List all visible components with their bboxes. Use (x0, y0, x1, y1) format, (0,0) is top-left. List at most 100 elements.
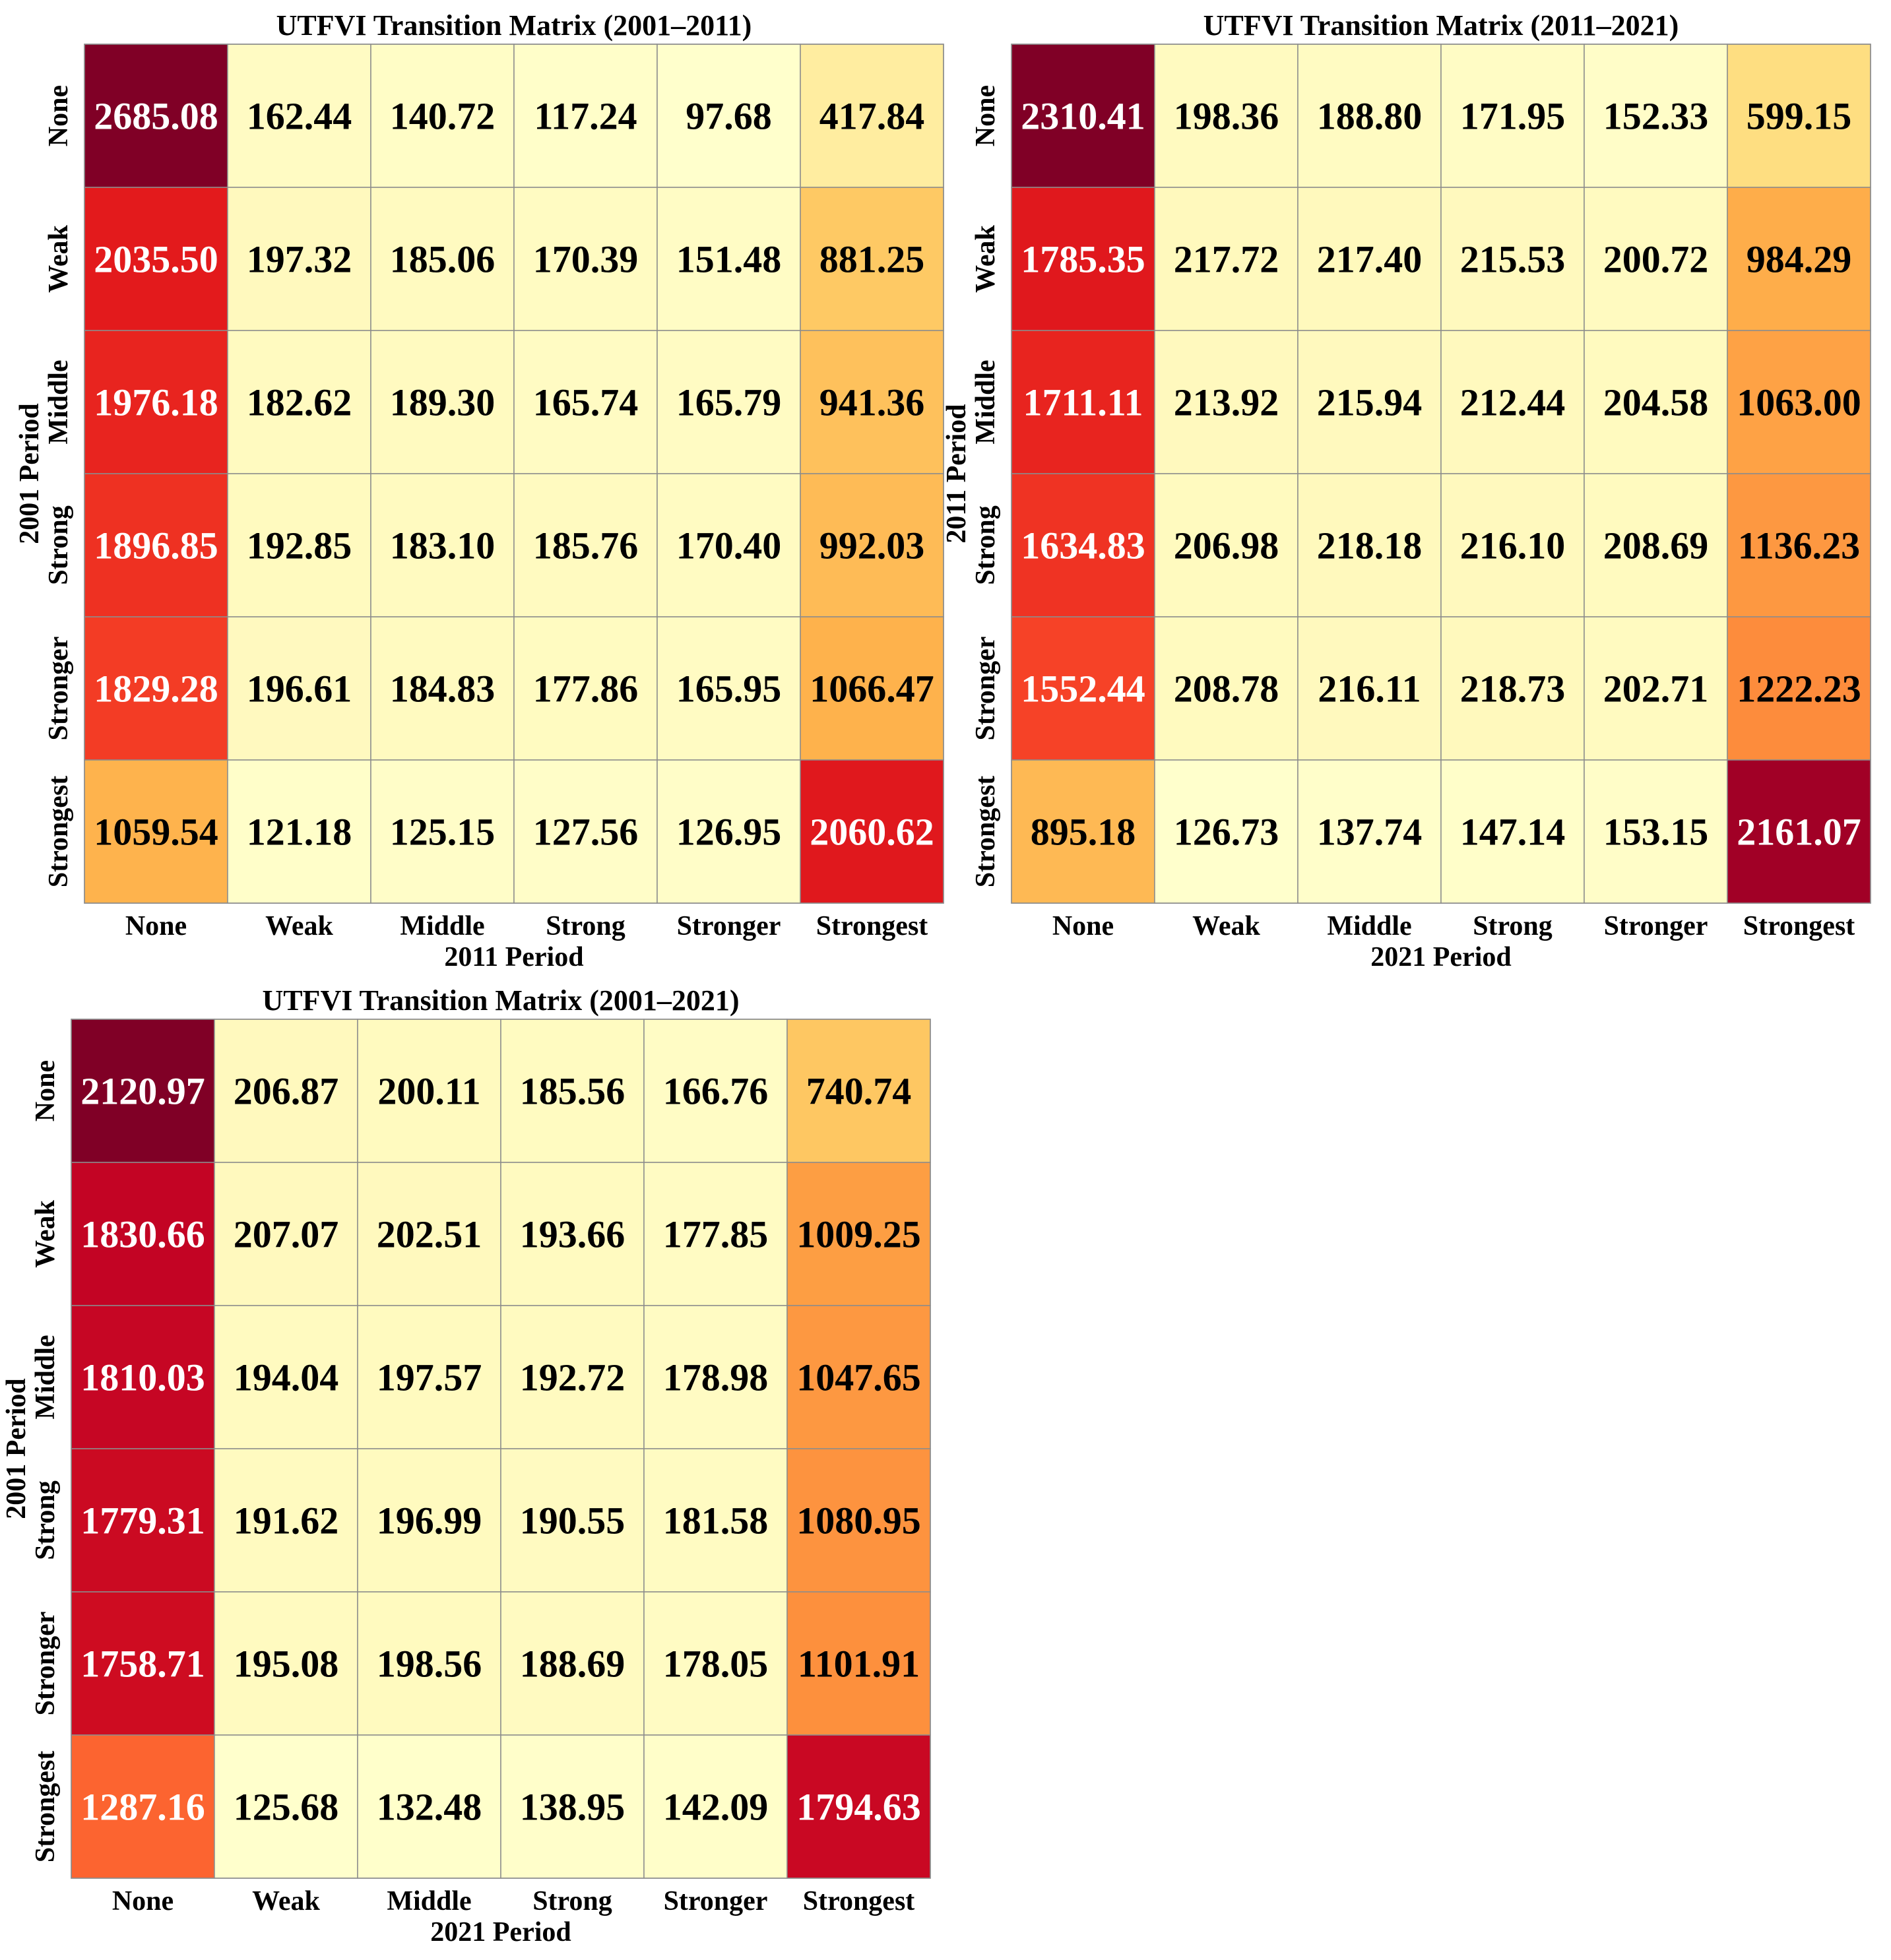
cell-value-label: 1830.66 (80, 1213, 205, 1256)
x-axis-label: 2021 Period (1370, 942, 1511, 972)
cell-value-label: 204.58 (1603, 381, 1709, 424)
heatmap-cell (84, 759, 228, 904)
cell-value-label: 162.44 (247, 95, 352, 138)
heatmap-cell (643, 1734, 788, 1879)
cell-value-label: 1976.18 (94, 381, 218, 424)
heatmap-cell (513, 616, 658, 761)
heatmap-cell (657, 330, 801, 474)
cell-value-label: 217.40 (1317, 238, 1423, 281)
cell-value-label: 170.40 (676, 524, 782, 567)
cell-value-label: 140.72 (390, 95, 496, 138)
heatmap-cell (1297, 44, 1442, 188)
cell-value-label: 126.73 (1174, 811, 1279, 854)
heatmap-cell (1297, 330, 1442, 474)
heatmap-cell (513, 187, 658, 331)
heatmap-cell (657, 616, 801, 761)
cell-value-label: 740.74 (806, 1070, 912, 1113)
cell-value-label: 1794.63 (796, 1786, 921, 1829)
y-axis-label: 2011 Period (942, 404, 972, 543)
heatmap-cell (1584, 330, 1728, 474)
heatmap-cell (786, 1734, 931, 1879)
cell-value-label: 206.98 (1174, 524, 1279, 567)
heatmap-cell (500, 1734, 645, 1879)
cell-value-label: 193.66 (520, 1213, 625, 1256)
heatmap-panel-2: 2310.41 198.36 188.80 171.95 152.33 599.15 178… (942, 9, 1871, 972)
heatmap-cell (71, 1305, 215, 1449)
heatmap-panel-1: 2685.08 162.44 140.72 117.24 97.68 417.84 2035… (15, 9, 944, 972)
y-tick-label: Middle (971, 360, 1001, 444)
heatmap-cell (1727, 616, 1871, 761)
cell-value-label: 216.10 (1460, 524, 1566, 567)
heatmap-cell (643, 1305, 788, 1449)
cell-value-label: 97.68 (686, 95, 772, 138)
heatmap-cell (370, 473, 515, 617)
cell-value-label: 1222.23 (1737, 668, 1861, 711)
y-tick-label: Strong (44, 505, 74, 585)
y-tick-label: Strongest (971, 776, 1001, 888)
x-tick-label: Weak (265, 911, 333, 941)
heatmap-frame (84, 44, 944, 904)
cell-value-label: 142.09 (663, 1786, 769, 1829)
x-tick-label: Strong (546, 911, 625, 941)
heatmap-cell (800, 759, 944, 904)
cell-value-label: 185.76 (533, 524, 639, 567)
cell-value-label: 147.14 (1460, 811, 1566, 854)
cell-value-label: 215.94 (1317, 381, 1423, 424)
heatmap-cell (513, 330, 658, 474)
cell-value-label: 1063.00 (1737, 381, 1861, 424)
cell-value-label: 177.86 (533, 668, 639, 711)
y-tick-label: Stronger (30, 1612, 61, 1716)
cell-value-label: 181.58 (663, 1500, 769, 1542)
cell-value-label: 881.25 (819, 238, 925, 281)
x-axis-label: 2021 Period (430, 1917, 571, 1947)
heatmap-cell (84, 44, 228, 188)
x-tick-label: Stronger (677, 911, 781, 941)
heatmap-cell (657, 44, 801, 188)
heatmap-cell (800, 330, 944, 474)
y-tick-label: Weak (971, 225, 1001, 293)
cell-value-label: 198.56 (377, 1643, 482, 1686)
heatmap-cell (1154, 473, 1298, 617)
heatmap-cell (643, 1162, 788, 1306)
cell-value-label: 152.33 (1603, 95, 1709, 138)
cell-value-label: 171.95 (1460, 95, 1566, 138)
heatmap-cell (227, 330, 371, 474)
cell-value-label: 202.51 (377, 1213, 482, 1256)
x-tick-label: Middle (400, 911, 484, 941)
heatmap-cell (1584, 44, 1728, 188)
cell-value-label: 984.29 (1747, 238, 1852, 281)
cell-value-label: 1287.16 (80, 1786, 205, 1829)
cell-value-label: 196.61 (247, 668, 352, 711)
cell-value-label: 1047.65 (796, 1356, 921, 1399)
heatmap-cell (786, 1019, 931, 1163)
y-tick-label: None (971, 85, 1001, 146)
heatmap-cell (71, 1591, 215, 1736)
heatmap-cell (1727, 473, 1871, 617)
cell-value-label: 190.55 (520, 1500, 625, 1542)
heatmap-cell (214, 1591, 358, 1736)
heatmap-panel-3: 2120.97 206.87 200.11 185.56 166.76 740.74 183… (1, 984, 931, 1947)
cell-value-label: 895.18 (1031, 811, 1136, 854)
x-tick-label: Strongest (803, 1886, 915, 1916)
y-tick-label: Strongest (44, 776, 74, 888)
heatmap-cell (84, 473, 228, 617)
heatmap-cell (1011, 616, 1155, 761)
cell-value-label: 165.74 (533, 381, 639, 424)
y-tick-label: None (30, 1060, 61, 1122)
cell-value-label: 121.18 (247, 811, 352, 854)
chart-title: UTFVI Transition Matrix (2001–2021) (262, 984, 739, 1017)
y-tick-label: Strong (30, 1480, 61, 1560)
heatmap-cell (643, 1591, 788, 1736)
heatmap-cell (1297, 473, 1442, 617)
cell-value-label: 208.78 (1174, 668, 1279, 711)
cell-value-label: 1066.47 (810, 668, 934, 711)
cell-value-label: 126.95 (676, 811, 782, 854)
cell-value-label: 1552.44 (1021, 668, 1145, 711)
heatmap-cell (1440, 44, 1585, 188)
cell-value-label: 125.15 (390, 811, 496, 854)
heatmap-cell (227, 473, 371, 617)
x-axis-label: 2011 Period (444, 942, 583, 972)
heatmap-cell (1154, 330, 1298, 474)
heatmap-cell (214, 1019, 358, 1163)
